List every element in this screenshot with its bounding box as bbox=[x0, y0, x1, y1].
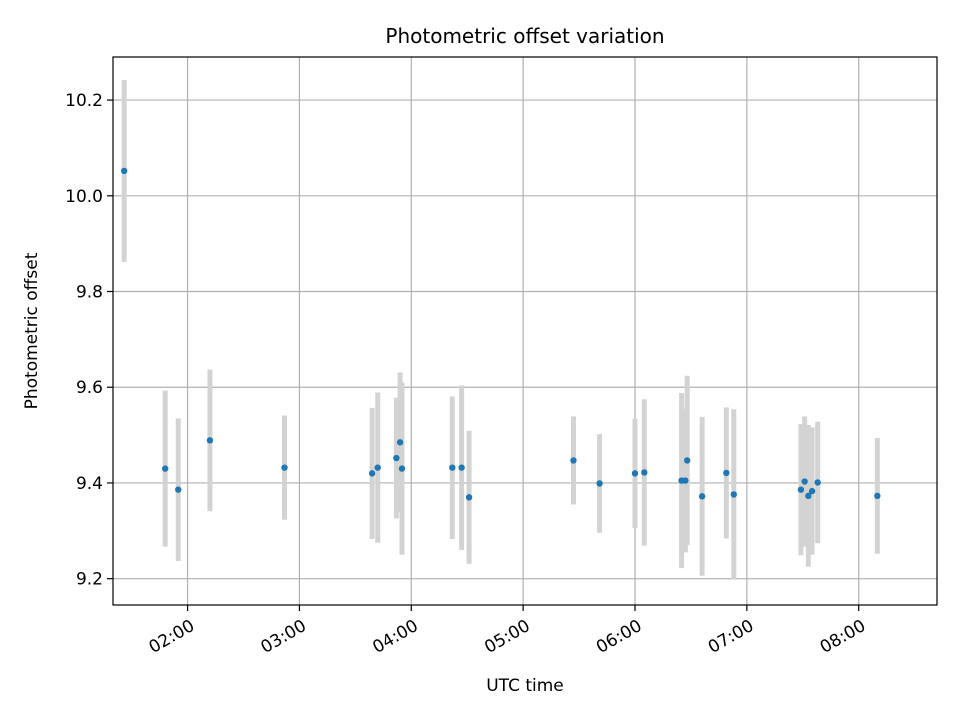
x-tick-label: 04:00 bbox=[369, 616, 421, 658]
data-point bbox=[368, 470, 376, 477]
data-point bbox=[698, 493, 706, 500]
data-point bbox=[814, 479, 821, 486]
data-point bbox=[449, 464, 456, 471]
x-tick-label: 07:00 bbox=[705, 616, 757, 658]
data-point bbox=[801, 478, 808, 485]
x-axis-label: UTC time bbox=[486, 676, 564, 696]
data-point bbox=[723, 469, 730, 477]
data-point bbox=[641, 469, 648, 476]
data-point bbox=[808, 487, 816, 495]
data-point bbox=[631, 470, 639, 477]
data-point bbox=[374, 464, 381, 471]
data-point bbox=[730, 491, 737, 498]
grid-layer bbox=[113, 57, 937, 605]
x-tick-layer: 02:00 03:00 04:00 05:00 06:00 07:00 08:00 bbox=[146, 605, 869, 658]
data-point bbox=[458, 464, 465, 471]
data-point bbox=[398, 465, 406, 472]
y-tick-label: 9.8 bbox=[76, 283, 103, 303]
data-point bbox=[682, 477, 689, 484]
errorbar-layer bbox=[121, 79, 880, 580]
data-point bbox=[281, 464, 288, 471]
x-tick-label: 02:00 bbox=[146, 616, 198, 658]
x-tick-label: 08:00 bbox=[817, 616, 869, 658]
data-point bbox=[396, 439, 404, 446]
data-point bbox=[874, 492, 881, 500]
data-point bbox=[596, 480, 603, 487]
y-tick-label: 9.6 bbox=[76, 378, 103, 398]
x-tick-label: 03:00 bbox=[257, 616, 309, 658]
y-tick-label: 9.4 bbox=[76, 474, 103, 494]
data-point bbox=[393, 454, 400, 462]
point-layer bbox=[120, 167, 881, 501]
data-point bbox=[797, 486, 805, 493]
chart-title: Photometric offset variation bbox=[385, 24, 664, 48]
data-point bbox=[465, 494, 473, 501]
y-tick-layer: 9.2 9.4 9.6 9.8 10.0 10.2 bbox=[65, 91, 113, 590]
data-point bbox=[206, 437, 214, 444]
plot-frame bbox=[112, 56, 938, 606]
data-point bbox=[161, 465, 169, 472]
data-point bbox=[175, 486, 182, 493]
data-point bbox=[120, 167, 128, 175]
y-tick-label: 9.2 bbox=[76, 570, 103, 590]
x-tick-label: 06:00 bbox=[593, 616, 645, 658]
y-tick-label: 10.0 bbox=[65, 187, 103, 207]
data-point bbox=[805, 492, 812, 500]
x-tick-label: 05:00 bbox=[481, 616, 533, 658]
data-point bbox=[683, 457, 691, 464]
y-tick-label: 10.2 bbox=[65, 91, 103, 111]
y-axis-label: Photometric offset bbox=[22, 252, 42, 409]
data-point bbox=[570, 457, 577, 464]
